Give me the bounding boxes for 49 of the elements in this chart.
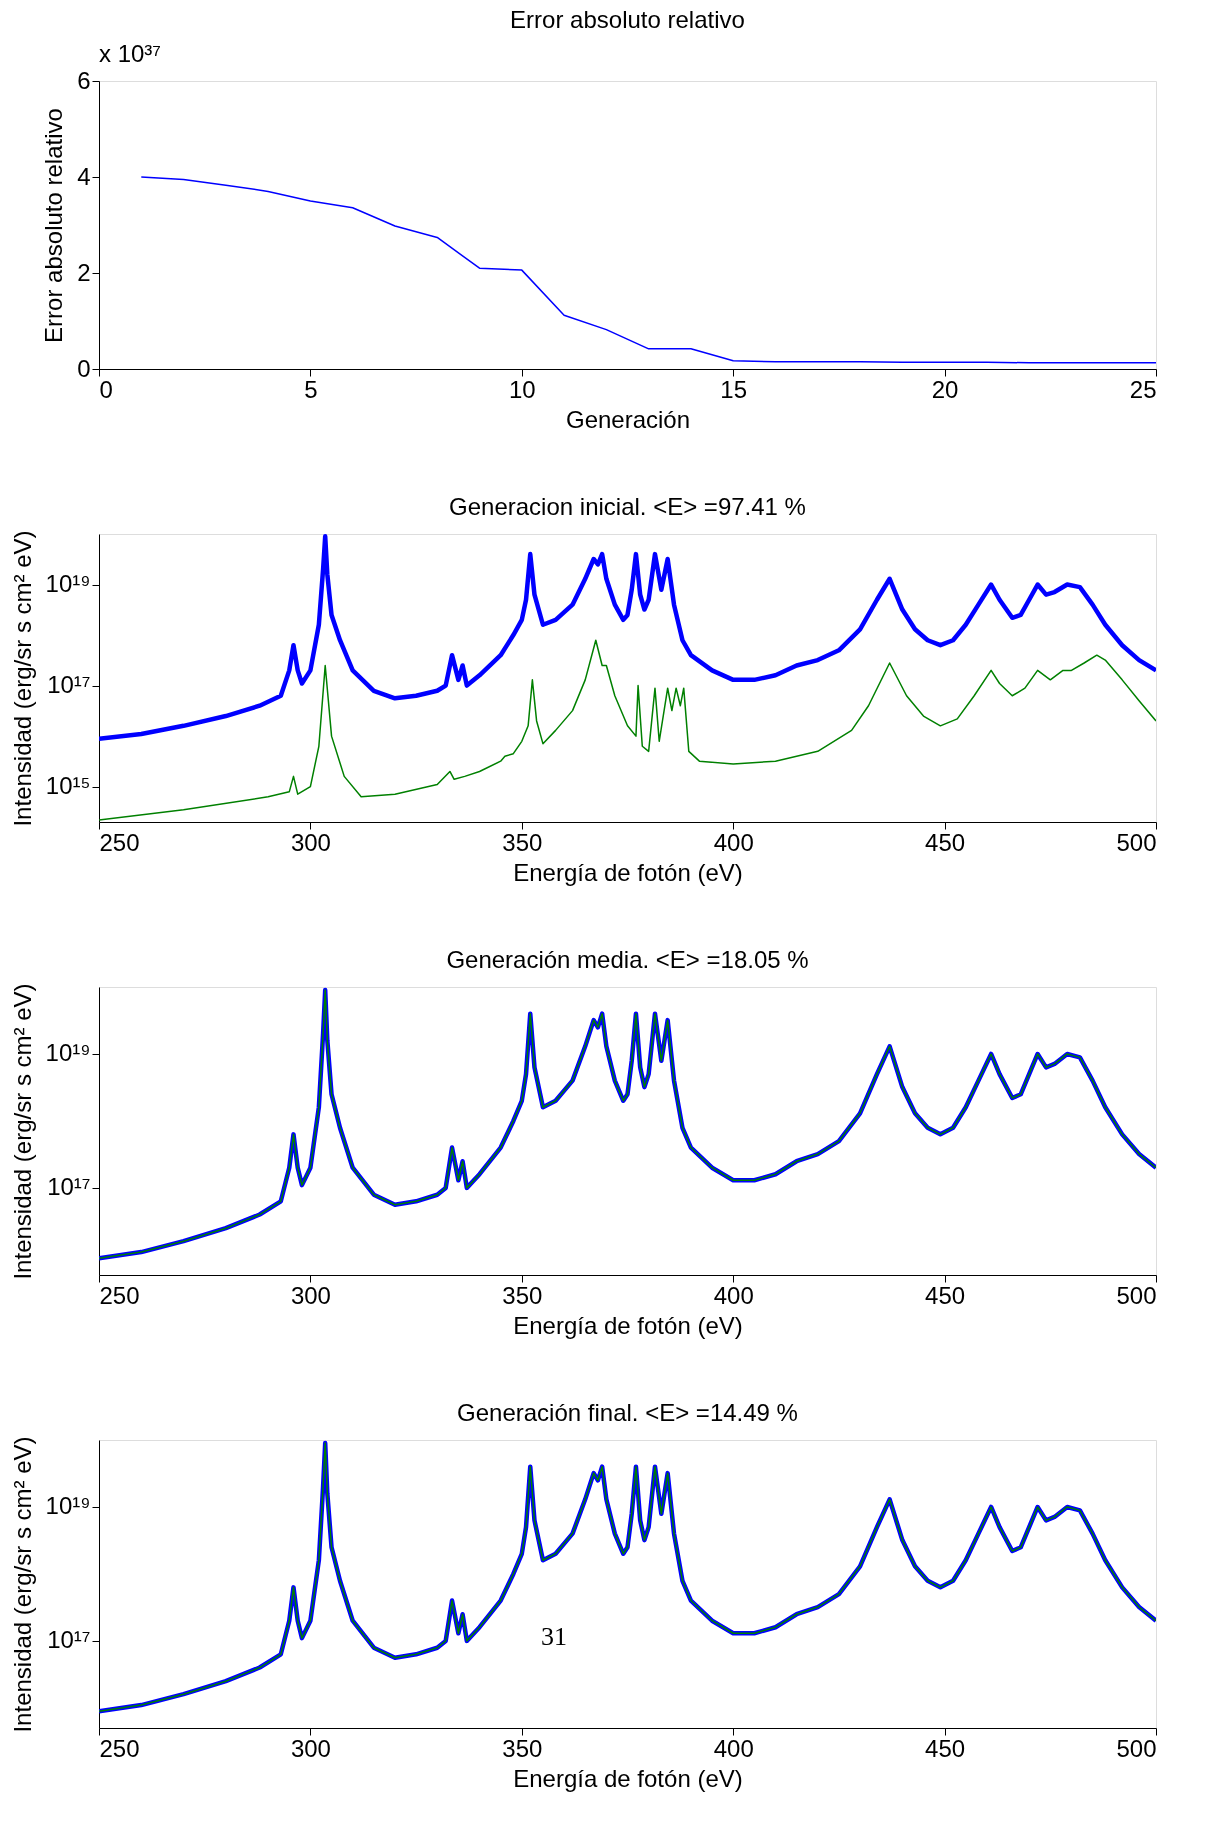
x-tick-label: 10 — [508, 375, 536, 403]
x-tick-label: 400 — [713, 1734, 754, 1762]
y-tick-label: 10¹⁷ — [47, 1626, 91, 1654]
y-tick-label: 10¹⁹ — [45, 1492, 91, 1520]
x-tick-label: 400 — [713, 828, 754, 856]
x-tick-label: 350 — [502, 1734, 543, 1762]
x-tick-label: 5 — [304, 375, 318, 403]
x-axis-title: Energía de fotón (eV) — [513, 1311, 743, 1339]
x-tick-label: 0 — [99, 375, 113, 403]
y-tick-label: 10¹⁷ — [47, 1173, 91, 1201]
y-tick-label: 4 — [77, 162, 91, 190]
y-axis-title: Intensidad (erg/sr s cm² eV) — [8, 1436, 36, 1733]
x-tick-label: 500 — [1116, 1281, 1157, 1309]
x-tick-label: 500 — [1116, 1734, 1157, 1762]
chart-title: Generacion inicial. <E> =97.41 % — [449, 492, 806, 520]
chart-title: Generación final. <E> =14.49 % — [457, 1398, 798, 1426]
chart-title: Generación media. <E> =18.05 % — [446, 945, 809, 973]
x-tick-label: 300 — [290, 1281, 331, 1309]
x-tick-label: 25 — [1129, 375, 1157, 403]
x-tick-label: 350 — [502, 1281, 543, 1309]
x-tick-label: 450 — [925, 1734, 966, 1762]
y-axis-title: Error absoluto relativo — [40, 108, 68, 343]
y-tick-label: 10¹⁹ — [45, 1039, 91, 1067]
y-axis-title: Intensidad (erg/sr s cm² eV) — [8, 530, 36, 827]
y-axis-title: Intensidad (erg/sr s cm² eV) — [8, 983, 36, 1280]
x-tick-label: 400 — [713, 1281, 754, 1309]
x-axis-title: Generación — [565, 405, 691, 433]
y-tick-label: 10¹⁷ — [47, 671, 91, 699]
x-axis-title: Energía de fotón (eV) — [513, 1764, 743, 1792]
x-tick-label: 15 — [720, 375, 748, 403]
y-tick-label: 6 — [77, 66, 91, 94]
x-axis-title: Energía de fotón (eV) — [513, 858, 743, 886]
annotation: 31 — [541, 1622, 567, 1651]
x-tick-label: 250 — [99, 1281, 140, 1309]
y-tick-label: 10¹⁹ — [45, 570, 91, 598]
x-tick-label: 250 — [99, 828, 140, 856]
x-tick-label: 250 — [99, 1734, 140, 1762]
text: x 10³⁷ — [99, 40, 162, 67]
y-tick-label: 10¹⁵ — [45, 772, 91, 800]
x-tick-label: 450 — [925, 1281, 966, 1309]
chart-title: Error absoluto relativo — [510, 6, 745, 33]
x-tick-label: 300 — [290, 1734, 331, 1762]
y-tick-label: 0 — [77, 354, 91, 382]
x-tick-label: 500 — [1116, 828, 1157, 856]
x-tick-label: 350 — [502, 828, 543, 856]
x-tick-label: 300 — [290, 828, 331, 856]
x-tick-label: 20 — [931, 375, 959, 403]
y-tick-label: 2 — [77, 258, 91, 286]
x-tick-label: 450 — [925, 828, 966, 856]
